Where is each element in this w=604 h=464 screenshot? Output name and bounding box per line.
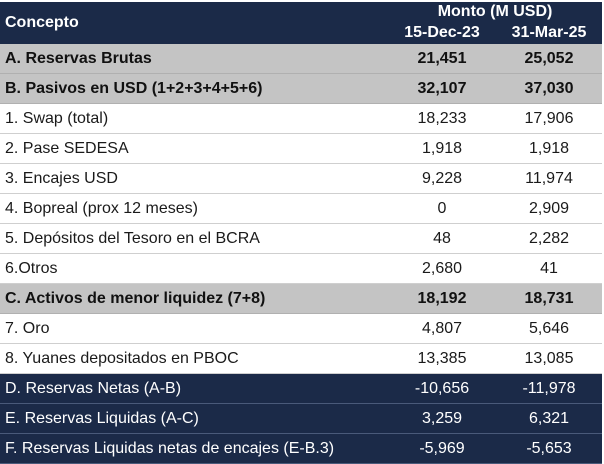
row-value-15-dec-23: 1,918 xyxy=(388,133,496,164)
row-value-15-dec-23: 48 xyxy=(388,223,496,254)
header-concept: Concepto xyxy=(0,2,388,44)
header-date-2: 31-Mar-25 xyxy=(496,22,603,44)
row-label: 7. Oro xyxy=(0,313,388,344)
header-row-top: Concepto Monto (M USD) xyxy=(0,2,603,44)
row-value-15-dec-23: -10,656 xyxy=(388,373,496,404)
table-row: 5. Depósitos del Tesoro en el BCRA 48 2,28… xyxy=(0,223,603,254)
row-value-31-mar-25: 41 xyxy=(496,253,603,284)
row-value-15-dec-23: 18,192 xyxy=(388,283,496,314)
table-row: D. Reservas Netas (A-B) -10,656 -11,978 xyxy=(0,373,603,404)
row-value-15-dec-23: 9,228 xyxy=(388,163,496,194)
table-row: C. Activos de menor liquidez (7+8) 18,192… xyxy=(0,283,603,314)
header-amount-group: Monto (M USD) xyxy=(388,2,603,22)
row-label: 8. Yuanes depositados en PBOC xyxy=(0,343,388,374)
table-row: 2. Pase SEDESA 1,918 1,918 xyxy=(0,133,603,164)
table-row: E. Reservas Liquidas (A-C) 3,259 6,321 xyxy=(0,403,603,434)
row-value-15-dec-23: 13,385 xyxy=(388,343,496,374)
table-row: 1. Swap (total) 18,233 17,906 xyxy=(0,103,603,134)
row-value-31-mar-25: 1,918 xyxy=(496,133,603,164)
row-value-31-mar-25: 11,974 xyxy=(496,163,603,194)
table-row: 6.Otros 2,680 41 xyxy=(0,253,603,284)
row-value-31-mar-25: 18,731 xyxy=(496,283,603,314)
row-value-31-mar-25: 6,321 xyxy=(496,403,603,434)
table-row: B. Pasivos en USD (1+2+3+4+5+6) 32,107 37,… xyxy=(0,73,603,104)
table-row: F. Reservas Liquidas netas de encajes (E… xyxy=(0,433,603,464)
table-row: 8. Yuanes depositados en PBOC 13,385 13,08… xyxy=(0,343,603,374)
row-label: 4. Bopreal (prox 12 meses) xyxy=(0,193,388,224)
row-label: E. Reservas Liquidas (A-C) xyxy=(0,403,388,434)
row-value-15-dec-23: 18,233 xyxy=(388,103,496,134)
table-body: A. Reservas Brutas 21,451 25,052 B. Pasivos… xyxy=(0,44,603,464)
row-label: C. Activos de menor liquidez (7+8) xyxy=(0,283,388,314)
table-row: 7. Oro 4,807 5,646 xyxy=(0,313,603,344)
row-value-15-dec-23: 2,680 xyxy=(388,253,496,284)
row-value-31-mar-25: 2,909 xyxy=(496,193,603,224)
header-row-dates: 15-Dec-23 31-Mar-25 xyxy=(0,22,603,44)
row-value-31-mar-25: 2,282 xyxy=(496,223,603,254)
row-value-15-dec-23: 32,107 xyxy=(388,73,496,104)
row-label: 1. Swap (total) xyxy=(0,103,388,134)
row-value-31-mar-25: 5,646 xyxy=(496,313,603,344)
table-row: A. Reservas Brutas 21,451 25,052 xyxy=(0,44,603,74)
row-value-31-mar-25: 17,906 xyxy=(496,103,603,134)
row-value-15-dec-23: -5,969 xyxy=(388,433,496,464)
row-value-15-dec-23: 3,259 xyxy=(388,403,496,434)
row-label: 5. Depósitos del Tesoro en el BCRA xyxy=(0,223,388,254)
row-label: F. Reservas Liquidas netas de encajes (E… xyxy=(0,433,388,464)
row-label: 2. Pase SEDESA xyxy=(0,133,388,164)
header-date-1: 15-Dec-23 xyxy=(388,22,496,44)
row-value-15-dec-23: 0 xyxy=(388,193,496,224)
row-value-15-dec-23: 21,451 xyxy=(388,44,496,74)
table-row: 3. Encajes USD 9,228 11,974 xyxy=(0,163,603,194)
row-label: 6.Otros xyxy=(0,253,388,284)
table-row: 4. Bopreal (prox 12 meses) 0 2,909 xyxy=(0,193,603,224)
row-label: D. Reservas Netas (A-B) xyxy=(0,373,388,404)
row-value-31-mar-25: -5,653 xyxy=(496,433,603,464)
row-label: 3. Encajes USD xyxy=(0,163,388,194)
row-value-31-mar-25: -11,978 xyxy=(496,373,603,404)
row-value-31-mar-25: 13,085 xyxy=(496,343,603,374)
row-label: B. Pasivos en USD (1+2+3+4+5+6) xyxy=(0,73,388,104)
row-label: A. Reservas Brutas xyxy=(0,44,388,74)
row-value-31-mar-25: 37,030 xyxy=(496,73,603,104)
row-value-15-dec-23: 4,807 xyxy=(388,313,496,344)
table-header: Concepto Monto (M USD) 15-Dec-23 31-Mar-… xyxy=(0,2,603,44)
row-value-31-mar-25: 25,052 xyxy=(496,44,603,74)
